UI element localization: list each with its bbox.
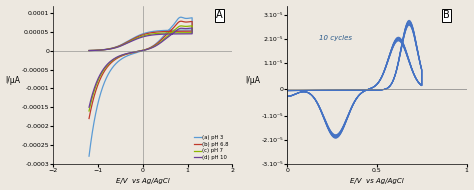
(a) pH 3 — [143, 32, 149, 34]
Text: 10 cycles: 10 cycles — [319, 35, 353, 41]
(d) pH 10 — [135, 50, 140, 53]
Line: (a) pH 3: (a) pH 3 — [89, 17, 192, 156]
(a) pH 3 — [107, 71, 112, 74]
(b) pH 6.8 — [153, 31, 158, 33]
Text: A: A — [216, 10, 223, 20]
X-axis label: E/V  vs Ag/AgCl: E/V vs Ag/AgCl — [350, 178, 404, 184]
Y-axis label: I/μA: I/μA — [6, 76, 20, 85]
(d) pH 10 — [107, 61, 112, 63]
(b) pH 6.8 — [178, 20, 184, 22]
Legend: (a) pH 3, (b) pH 6.8, (c) pH 7, (d) pH 10: (a) pH 3, (b) pH 6.8, (c) pH 7, (d) pH 1… — [193, 134, 230, 161]
(c) pH 7 — [86, 49, 92, 52]
Line: (c) pH 7: (c) pH 7 — [89, 26, 192, 111]
(c) pH 7 — [107, 62, 112, 64]
(b) pH 6.8 — [107, 63, 112, 66]
(d) pH 10 — [189, 27, 195, 29]
(a) pH 3 — [86, 49, 92, 52]
(c) pH 7 — [135, 50, 140, 53]
Line: (b) pH 6.8: (b) pH 6.8 — [89, 21, 192, 119]
(c) pH 7 — [118, 45, 123, 47]
(d) pH 10 — [86, 49, 92, 52]
(d) pH 10 — [165, 36, 171, 38]
(b) pH 6.8 — [135, 51, 140, 53]
(d) pH 10 — [143, 35, 149, 37]
(b) pH 6.8 — [143, 33, 149, 35]
(d) pH 10 — [118, 45, 123, 47]
(b) pH 6.8 — [165, 32, 171, 34]
(a) pH 3 — [153, 30, 158, 32]
Line: (d) pH 10: (d) pH 10 — [89, 28, 192, 107]
(c) pH 7 — [86, 110, 92, 112]
(a) pH 3 — [165, 29, 171, 32]
(c) pH 7 — [165, 34, 171, 36]
(b) pH 6.8 — [118, 44, 123, 47]
(a) pH 3 — [118, 44, 123, 46]
Text: B: B — [443, 10, 450, 20]
(c) pH 7 — [189, 25, 195, 27]
X-axis label: E/V  vs Ag/AgCl: E/V vs Ag/AgCl — [116, 178, 170, 184]
Y-axis label: I/μA: I/μA — [246, 76, 261, 85]
(c) pH 7 — [153, 32, 158, 35]
(b) pH 6.8 — [86, 117, 92, 120]
(d) pH 10 — [153, 33, 158, 36]
(a) pH 3 — [135, 51, 140, 54]
(d) pH 10 — [86, 106, 92, 108]
(c) pH 7 — [143, 34, 149, 36]
(a) pH 3 — [86, 155, 92, 157]
(b) pH 6.8 — [86, 49, 92, 52]
(a) pH 3 — [178, 16, 183, 18]
